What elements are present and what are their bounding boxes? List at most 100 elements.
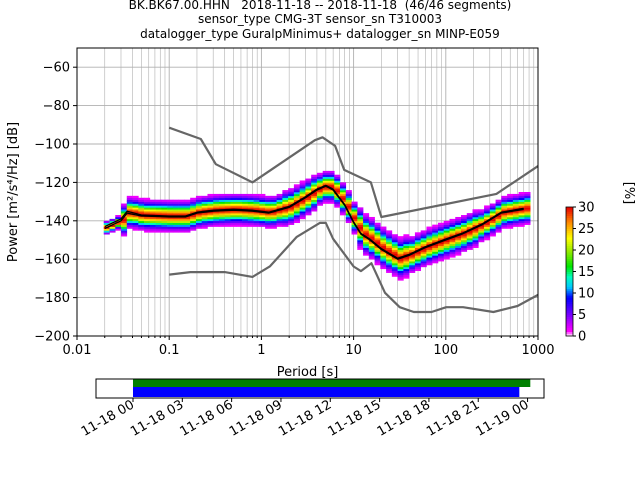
histogram-cell [466,215,473,218]
histogram-cell [138,228,145,231]
histogram-cell [501,226,508,229]
histogram-cell [484,207,491,210]
histogram-cell [126,195,133,199]
histogram-cell [218,222,226,225]
histogram-cell [489,234,496,237]
colorbar-segment [566,286,573,290]
histogram-cell [144,207,151,210]
histogram-cell [368,226,375,229]
histogram-cell [484,209,491,212]
colorbar-segment [566,277,573,281]
histogram-cell [155,213,162,216]
histogram-cell [380,241,387,245]
histogram-cell [276,197,283,200]
histogram-cell [178,228,185,231]
histogram-cell [161,226,168,229]
histogram-cell [403,268,410,272]
histogram-cell [172,230,179,233]
histogram-cell [484,215,491,218]
colorbar-segment [566,243,573,247]
histogram-cell [201,215,208,218]
histogram-cell [414,240,421,243]
histogram-cell [478,213,485,216]
histogram-cell [391,259,398,262]
histogram-cell [149,205,156,208]
y-tick-label: −200 [34,330,70,345]
histogram-cell [230,215,237,218]
histogram-cell [138,213,145,216]
histogram-cell [461,226,468,229]
histogram-cell [489,222,496,225]
histogram-cell [103,232,110,235]
histogram-cell [455,253,462,256]
histogram-cell [340,182,347,185]
histogram-cell [501,205,508,208]
histogram-cell [524,193,531,197]
histogram-cell [299,199,306,202]
colorbar-segment [566,230,573,234]
histogram-cell [316,174,324,177]
histogram-cell [357,215,364,218]
histogram-cell [288,213,295,216]
time-tick-label: 11-19 00 [473,397,531,439]
histogram-cell [311,207,318,210]
histogram-cell [507,203,514,206]
histogram-cell [380,243,387,247]
histogram-cell [461,236,468,239]
colorbar-segment [566,301,573,305]
histogram-cell [288,192,295,195]
histogram-cell [397,266,404,270]
histogram-cell [351,224,358,227]
colorbar: 0 5 10 15 20 25 30 [%] [565,182,636,345]
histogram-cell [512,218,519,222]
histogram-cell [363,249,370,252]
histogram-cell [443,232,450,235]
histogram-cell [380,266,387,270]
histogram-cell [472,243,479,247]
histogram-cell [328,184,335,187]
histogram-cell [305,195,312,199]
histogram-cell [195,203,203,206]
histogram-cell [351,211,358,214]
colorbar-segment [566,299,573,302]
histogram-cell [259,222,266,225]
histogram-cell [426,240,433,243]
histogram-cell [115,228,122,231]
histogram-cell [484,238,491,241]
histogram-cell [391,253,398,256]
histogram-cell [351,230,358,233]
histogram-cell [178,199,185,202]
histogram-cell [247,222,254,225]
histogram-cell [265,224,272,227]
histogram-cell [524,216,531,220]
histogram-cell [380,230,387,233]
colorbar-segment [566,318,573,322]
histogram-cell [414,236,421,239]
histogram-cell [121,205,128,208]
histogram-cell [478,226,485,229]
histogram-cell [299,180,306,183]
histogram-cell [242,216,249,220]
histogram-cell [311,182,318,185]
histogram-cell [391,268,398,272]
x-tick-label: 1 [257,343,265,358]
histogram-cell [495,215,502,218]
histogram-cell [293,205,300,208]
histogram-cell [132,222,139,225]
histogram-cell [311,193,318,197]
histogram-cell [432,253,439,256]
colorbar-segment [566,303,573,307]
histogram-cell [270,201,277,204]
histogram-cell [397,261,404,264]
histogram-cell [184,220,191,224]
histogram-cell [386,257,393,260]
histogram-cell [282,224,289,227]
x-tick-label: 0.1 [159,343,180,358]
histogram-cell [190,205,197,208]
histogram-cell [443,247,450,250]
psd-segments-bar [132,387,520,397]
histogram-cell [328,176,335,179]
histogram-cell [403,270,410,273]
histogram-cell [374,241,381,245]
histogram-cell [386,263,393,266]
